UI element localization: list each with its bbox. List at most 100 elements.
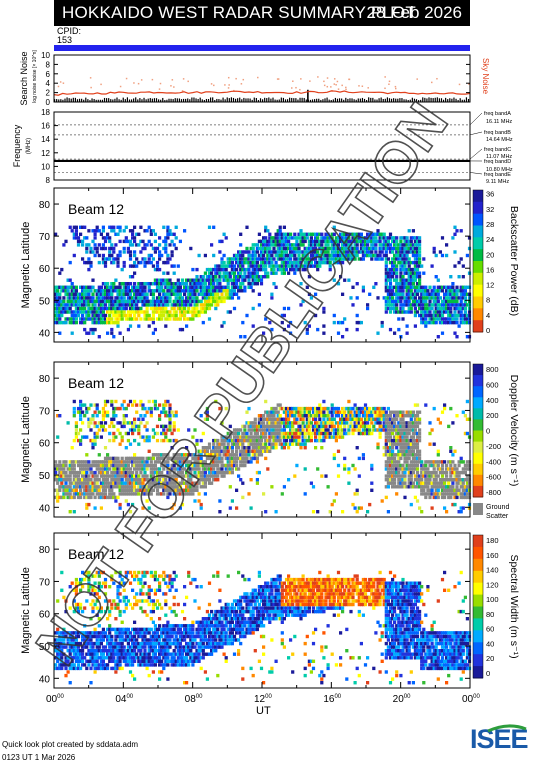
power-cell [112, 282, 115, 285]
power-cell [119, 250, 122, 253]
power-cell [133, 254, 136, 257]
power-cell [356, 282, 359, 285]
noise-scatter-dot [367, 87, 369, 89]
noise-scatter-dot [58, 86, 60, 88]
velocity-cell [69, 492, 72, 495]
velocity-cell [385, 411, 388, 414]
power-cell [160, 254, 163, 257]
velocity-cell [262, 414, 265, 417]
noise-baseline-bar [449, 98, 450, 102]
power-cell [256, 272, 259, 275]
power-cell [152, 257, 155, 260]
power-cell [85, 236, 88, 239]
power-cell [137, 233, 140, 236]
power-cell [168, 229, 171, 232]
power-cell [466, 254, 469, 257]
power-cell [441, 289, 444, 292]
power-cell [87, 314, 90, 317]
velocity-cell [297, 421, 300, 424]
power-cell [408, 300, 411, 303]
noise-scatter-dot [152, 79, 154, 81]
power-cell [220, 293, 223, 296]
velocity-cell [420, 510, 423, 513]
noise-baseline-bar [66, 97, 67, 102]
velocity-cell [349, 421, 352, 424]
noise-baseline-bar [381, 98, 382, 102]
power-cell [437, 279, 440, 282]
velocity-cell [347, 432, 350, 435]
power-cell [154, 328, 157, 331]
power-cell [418, 250, 421, 253]
power-cell [71, 229, 74, 232]
velocity-cell [94, 443, 97, 446]
velocity-cell [83, 414, 86, 417]
velocity-cell [98, 489, 101, 492]
power-cell [94, 233, 97, 236]
velocity-cell [98, 478, 101, 481]
power-cell [181, 279, 184, 282]
noise-scatter-dot [345, 89, 347, 91]
power-cell [455, 321, 458, 324]
power-cell [64, 240, 67, 243]
noise-baseline-bar [302, 98, 303, 102]
velocity-cell [154, 400, 157, 403]
power-cell [131, 229, 134, 232]
power-cell [191, 317, 194, 320]
velocity-cell [431, 489, 434, 492]
power-cell [418, 247, 421, 250]
power-cell [119, 332, 122, 335]
velocity-cell [231, 499, 234, 502]
power-cell [418, 272, 421, 275]
power-cell [98, 254, 101, 257]
noise-scatter-dot [213, 85, 215, 87]
power-cell [156, 264, 159, 267]
velocity-cell [256, 478, 259, 481]
power-cell [227, 286, 230, 289]
noise-scatter-dot [278, 78, 280, 80]
noise-baseline-bar [108, 98, 109, 102]
power-cell [389, 328, 392, 331]
velocity-cell [318, 435, 321, 438]
power-cell [464, 310, 467, 313]
velocity-cell [343, 467, 346, 470]
power-cell [168, 257, 171, 260]
velocity-cell [108, 467, 111, 470]
noise-baseline-bar [324, 98, 325, 102]
power-cell [258, 293, 261, 296]
power-cell [356, 328, 359, 331]
power-cell [216, 293, 219, 296]
power-cell [401, 317, 404, 320]
velocity-cell [337, 474, 340, 477]
velocity-cell [127, 403, 130, 406]
power-cell [77, 236, 80, 239]
power-cell [268, 233, 271, 236]
velocity-cell [141, 435, 144, 438]
power-cell [453, 233, 456, 236]
velocity-cell [102, 418, 105, 421]
power-cell [424, 300, 427, 303]
velocity-cell [141, 403, 144, 406]
velocity-cell [168, 421, 171, 424]
power-cell [401, 275, 404, 278]
power-cell [129, 282, 132, 285]
power-cell [395, 307, 398, 310]
velocity-cell [431, 506, 434, 509]
power-cell [119, 286, 122, 289]
power-cell [106, 233, 109, 236]
velocity-cell [139, 414, 142, 417]
power-cell [229, 275, 232, 278]
power-cell [69, 261, 72, 264]
power-cell [416, 293, 419, 296]
power-cell [102, 243, 105, 246]
power-cell [241, 264, 244, 267]
power-cell [146, 243, 149, 246]
velocity-cell [131, 471, 134, 474]
power-cell [218, 279, 221, 282]
velocity-cell [393, 478, 396, 481]
power-cell [210, 303, 213, 306]
power-cell [119, 254, 122, 257]
power-cell [266, 272, 269, 275]
power-cell [108, 314, 111, 317]
velocity-cell [322, 400, 325, 403]
noise-scatter-dot [257, 77, 259, 79]
